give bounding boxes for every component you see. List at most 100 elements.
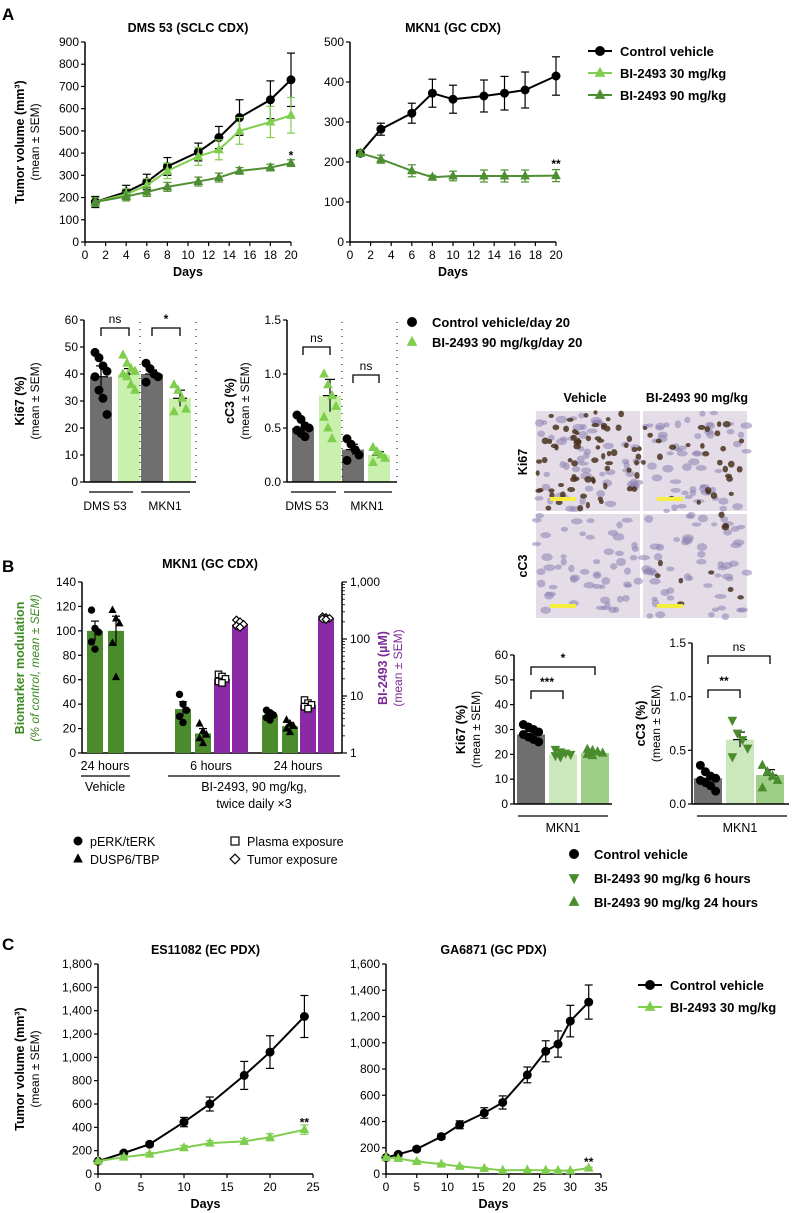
data-point	[565, 1165, 576, 1175]
tissue-nucleus	[540, 606, 552, 614]
y-tick-label: 0.5	[669, 743, 686, 757]
data-point	[499, 170, 510, 180]
tissue-nucleus	[691, 451, 703, 457]
data-point	[162, 165, 173, 175]
stained-nucleus	[704, 426, 711, 432]
ihc-image-ki67-treated	[643, 411, 747, 511]
chart-a_ki67: 0 10 20 30 40 50 60 Ki67 (%) (mean ± SEM) ns * DMS …	[13, 312, 197, 513]
data-point	[448, 170, 458, 180]
x-tick-label: 14	[223, 248, 237, 262]
tissue-nucleus	[688, 458, 700, 466]
tissue-nucleus	[651, 474, 663, 482]
stained-nucleus	[590, 476, 596, 484]
data-point	[265, 1047, 275, 1057]
stained-nucleus	[714, 430, 721, 437]
x-tick-label: 12	[202, 248, 216, 262]
x-tick-label: 18	[529, 248, 543, 262]
tissue-nucleus	[560, 554, 567, 559]
tissue-nucleus	[554, 564, 562, 570]
tissue-nucleus	[576, 455, 585, 464]
tissue-nucleus	[717, 565, 728, 571]
stained-nucleus	[610, 449, 618, 457]
y-tick-label: 100	[56, 624, 76, 638]
bar	[87, 630, 103, 753]
data-point	[118, 1151, 129, 1161]
stained-nucleus	[696, 499, 701, 505]
data-point	[122, 357, 132, 367]
significance-label: ns	[310, 331, 323, 345]
y-tick-label: 300	[59, 168, 79, 182]
y-tick-label: 300	[324, 115, 344, 129]
data-point	[376, 449, 386, 459]
stained-nucleus	[726, 476, 733, 482]
stained-nucleus	[618, 410, 625, 418]
tissue-nucleus	[696, 558, 707, 565]
y-tick-label: 40	[63, 697, 77, 711]
tissue-nucleus	[711, 607, 719, 612]
legend-marker	[568, 874, 580, 885]
group-label: MKN1	[350, 499, 384, 513]
legend-label: pERK/tERK	[90, 835, 156, 849]
significance-bracket	[352, 374, 380, 383]
x-tick-label: 2	[102, 248, 109, 262]
tissue-nucleus	[730, 542, 742, 549]
y-tick-label: 1,800	[62, 957, 92, 971]
bar-group	[756, 759, 784, 804]
y-tick-label: 1.5	[669, 636, 686, 650]
series-0	[90, 52, 296, 209]
legend-marker	[595, 46, 605, 56]
series-1	[90, 96, 296, 208]
tissue-nucleus	[616, 557, 627, 566]
y-tick-label: 10	[65, 448, 79, 462]
y-tick-label: 1,200	[350, 1010, 380, 1024]
data-point	[195, 718, 204, 727]
data-point	[94, 628, 103, 636]
tissue-nucleus	[531, 541, 542, 547]
data-point	[757, 759, 768, 769]
tissue-nucleus	[691, 522, 702, 527]
tissue-nucleus	[674, 420, 682, 429]
tissue-nucleus	[717, 605, 727, 611]
y-tick-label: 0	[85, 1167, 92, 1181]
x-tick-label: 10	[441, 1180, 455, 1194]
data-point	[376, 124, 386, 134]
stained-nucleus	[708, 570, 715, 575]
stained-nucleus	[728, 491, 734, 496]
stained-nucleus	[623, 442, 629, 449]
y-tick-label: 120	[56, 599, 76, 613]
x-tick-label: 20	[502, 1180, 516, 1194]
stained-nucleus	[631, 447, 638, 453]
tissue-nucleus	[732, 440, 742, 448]
chart-title: ES11082 (EC PDX)	[151, 943, 260, 957]
x-axis-label: Days	[479, 1197, 509, 1211]
data-point	[141, 186, 152, 196]
tissue-nucleus	[726, 428, 735, 435]
ihc-image-cc3-vehicle	[536, 514, 640, 618]
data-point	[727, 753, 738, 763]
y-tick-label: 1,000	[350, 1036, 380, 1050]
stained-nucleus	[594, 436, 602, 441]
stained-nucleus	[548, 413, 554, 418]
group-label: DMS 53	[83, 499, 127, 513]
stained-nucleus	[585, 501, 591, 509]
tissue-nucleus	[697, 514, 708, 523]
chart-title: MKN1 (GC CDX)	[162, 557, 258, 571]
bar-group	[214, 670, 230, 753]
tissue-nucleus	[703, 583, 713, 588]
group-label: MKN1	[148, 499, 182, 513]
stained-nucleus	[678, 577, 684, 584]
legend-label: Control vehicle	[620, 44, 714, 59]
treatment-label: twice daily ×3	[216, 797, 291, 811]
legend-marker	[594, 66, 606, 77]
group-label: 24 hours	[274, 759, 323, 773]
data-point	[195, 733, 204, 742]
y-tick-label: 40	[65, 367, 79, 381]
data-point	[98, 393, 108, 403]
data-point	[436, 1158, 447, 1168]
x-tick-label: 18	[264, 248, 278, 262]
significance-label: *	[561, 651, 566, 665]
tissue-nucleus	[642, 569, 655, 576]
data-point	[94, 353, 104, 363]
tissue-nucleus	[728, 560, 739, 567]
y-tick-label: 1.5	[264, 313, 281, 327]
